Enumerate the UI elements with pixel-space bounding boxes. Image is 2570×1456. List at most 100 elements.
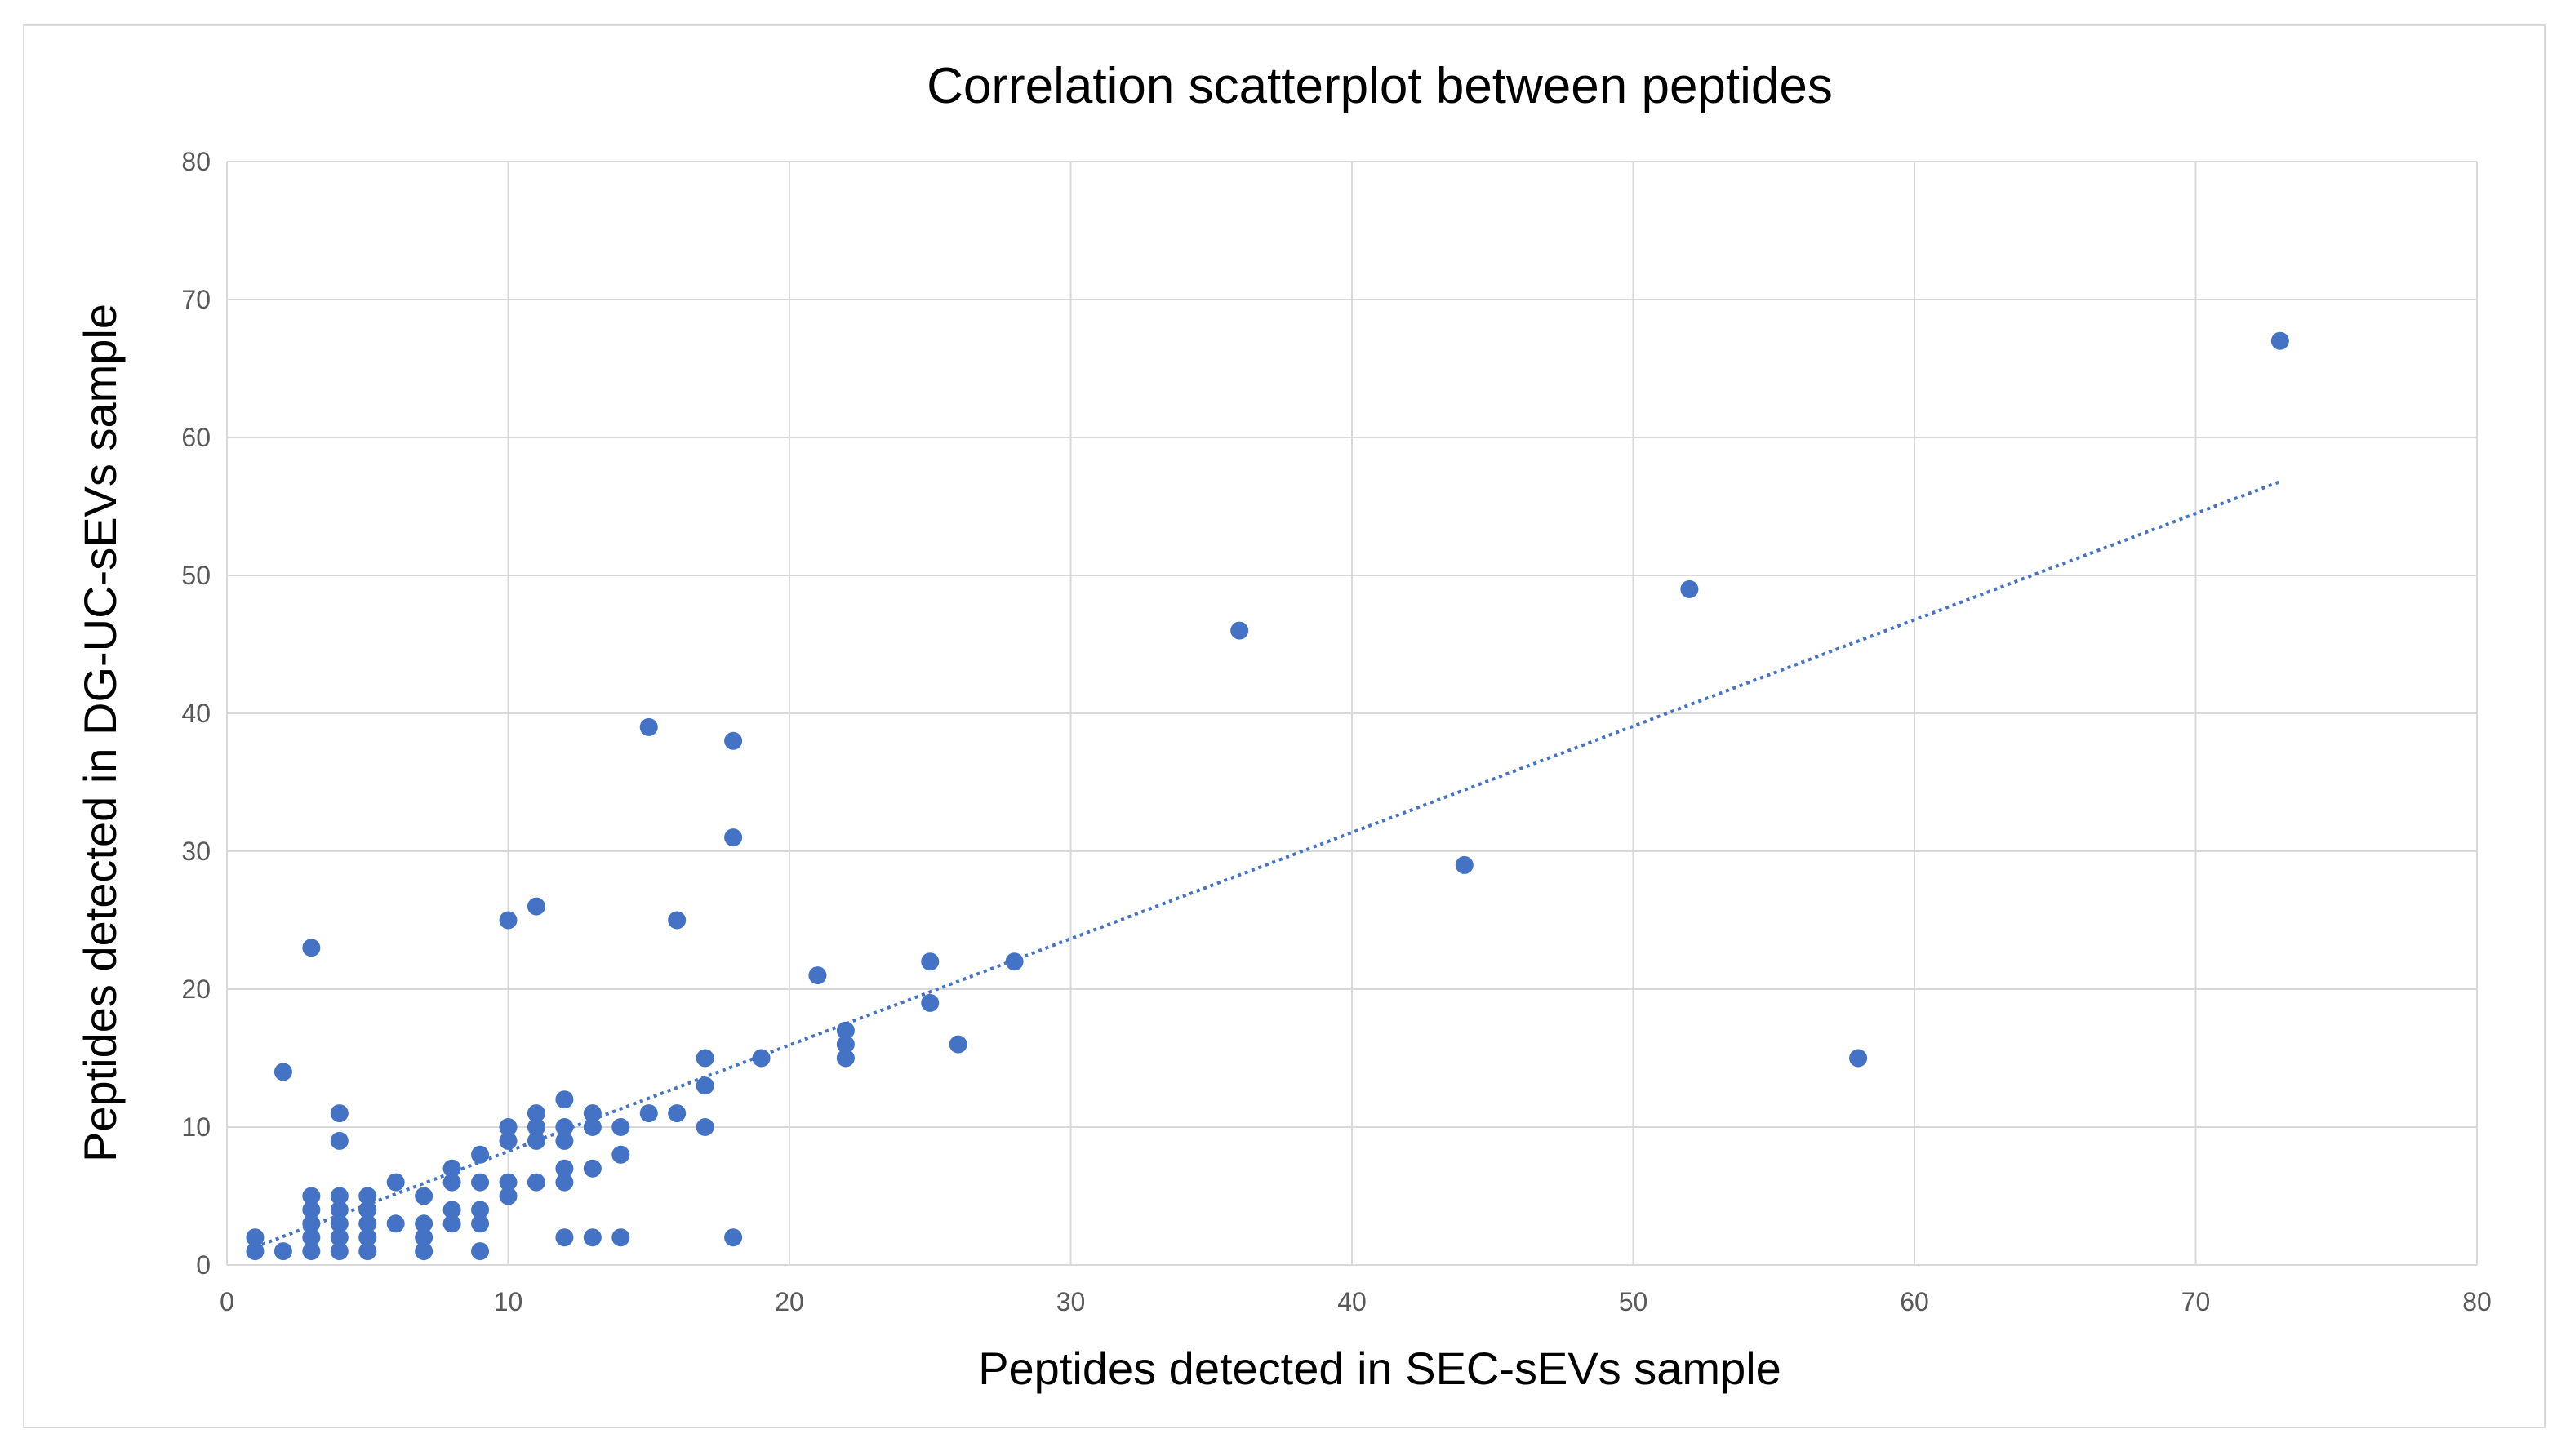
data-point — [949, 1035, 967, 1054]
data-point — [639, 717, 658, 736]
data-point — [836, 1049, 855, 1068]
data-point — [358, 1201, 377, 1219]
data-point — [273, 1242, 292, 1261]
data-point — [583, 1159, 602, 1178]
data-point — [696, 1076, 714, 1095]
data-point — [527, 1131, 545, 1150]
data-point — [527, 1104, 545, 1123]
data-point — [415, 1242, 434, 1261]
chart-title: Correlation scatterplot between peptides — [927, 58, 1833, 114]
y-tick-label: 50 — [181, 561, 211, 590]
y-tick-label: 70 — [181, 285, 211, 314]
data-point — [471, 1214, 490, 1233]
data-point — [358, 1242, 377, 1261]
data-point — [1230, 621, 1249, 640]
data-point — [499, 911, 518, 930]
data-point — [471, 1201, 490, 1219]
x-tick-label: 70 — [2181, 1287, 2211, 1316]
y-tick-label: 40 — [181, 699, 211, 728]
data-point — [527, 1173, 545, 1192]
y-tick-label: 10 — [181, 1112, 211, 1142]
data-point — [1455, 855, 1474, 874]
data-point — [611, 1228, 630, 1247]
data-point — [442, 1201, 461, 1219]
data-point — [583, 1104, 602, 1123]
x-tick-label: 80 — [2462, 1287, 2492, 1316]
data-point — [415, 1214, 434, 1233]
data-point — [696, 1049, 714, 1068]
data-point — [583, 1118, 602, 1136]
data-point — [330, 1214, 349, 1233]
data-point — [583, 1228, 602, 1247]
x-axis-label: Peptides detected in SEC-sEVs sample — [978, 1343, 1781, 1394]
data-point — [273, 1063, 292, 1081]
data-point — [302, 1187, 321, 1205]
data-point — [358, 1228, 377, 1247]
data-point — [471, 1242, 490, 1261]
data-point — [555, 1228, 574, 1247]
data-point — [442, 1214, 461, 1233]
x-tick-label: 30 — [1056, 1287, 1086, 1316]
data-point — [555, 1118, 574, 1136]
y-axis-ticks: 0 10 20 30 40 50 60 70 80 — [181, 147, 211, 1280]
data-point — [302, 1201, 321, 1219]
data-point — [611, 1118, 630, 1136]
data-point — [471, 1145, 490, 1164]
data-point — [808, 966, 827, 985]
data-point — [246, 1242, 265, 1261]
data-point — [471, 1173, 490, 1192]
data-point — [724, 1228, 743, 1247]
data-point — [302, 1242, 321, 1261]
data-point — [1005, 952, 1024, 971]
data-point — [330, 1228, 349, 1247]
x-tick-label: 40 — [1337, 1287, 1367, 1316]
data-point — [358, 1214, 377, 1233]
data-point — [499, 1118, 518, 1136]
x-tick-label: 20 — [775, 1287, 804, 1316]
data-point — [555, 1173, 574, 1192]
data-point — [330, 1187, 349, 1205]
data-point — [836, 1021, 855, 1040]
data-point — [724, 731, 743, 750]
data-point — [1849, 1049, 1868, 1068]
data-point — [302, 1214, 321, 1233]
y-tick-label: 30 — [181, 837, 211, 866]
data-point — [555, 1159, 574, 1178]
data-point — [330, 1242, 349, 1261]
data-point — [527, 1118, 545, 1136]
gridlines — [226, 161, 2478, 1266]
x-tick-label: 60 — [1900, 1287, 1929, 1316]
data-point — [921, 952, 940, 971]
x-axis-ticks: 0 10 20 30 40 50 60 70 80 — [220, 1287, 2492, 1316]
data-point — [921, 993, 940, 1012]
chart-container: 0 10 20 30 40 50 60 70 80 0 10 20 30 40 50 60 70 80 Corr… — [23, 24, 2546, 1428]
data-points — [246, 331, 2289, 1261]
x-tick-label: 50 — [1619, 1287, 1648, 1316]
scatter-chart: 0 10 20 30 40 50 60 70 80 0 10 20 30 40 50 60 70 80 Corr… — [74, 58, 2492, 1394]
data-point — [442, 1159, 461, 1178]
data-point — [415, 1187, 434, 1205]
x-tick-label: 0 — [220, 1287, 234, 1316]
data-point — [836, 1035, 855, 1054]
data-point — [555, 1090, 574, 1109]
data-point — [527, 897, 545, 916]
x-tick-label: 10 — [494, 1287, 523, 1316]
data-point — [499, 1131, 518, 1150]
y-tick-label: 60 — [181, 423, 211, 452]
data-point — [2270, 331, 2289, 350]
data-point — [302, 939, 321, 957]
data-point — [499, 1173, 518, 1192]
data-point — [415, 1228, 434, 1247]
y-axis-label: Peptides detected in DG-UC-sEVs sample — [74, 304, 126, 1162]
data-point — [330, 1201, 349, 1219]
data-point — [442, 1173, 461, 1192]
data-point — [246, 1228, 265, 1247]
data-point — [724, 828, 743, 847]
data-point — [358, 1187, 377, 1205]
data-point — [1680, 579, 1699, 598]
data-point — [302, 1228, 321, 1247]
y-tick-label: 20 — [181, 974, 211, 1004]
data-point — [668, 1104, 687, 1123]
y-tick-label: 0 — [196, 1250, 211, 1280]
y-tick-label: 80 — [181, 147, 211, 176]
